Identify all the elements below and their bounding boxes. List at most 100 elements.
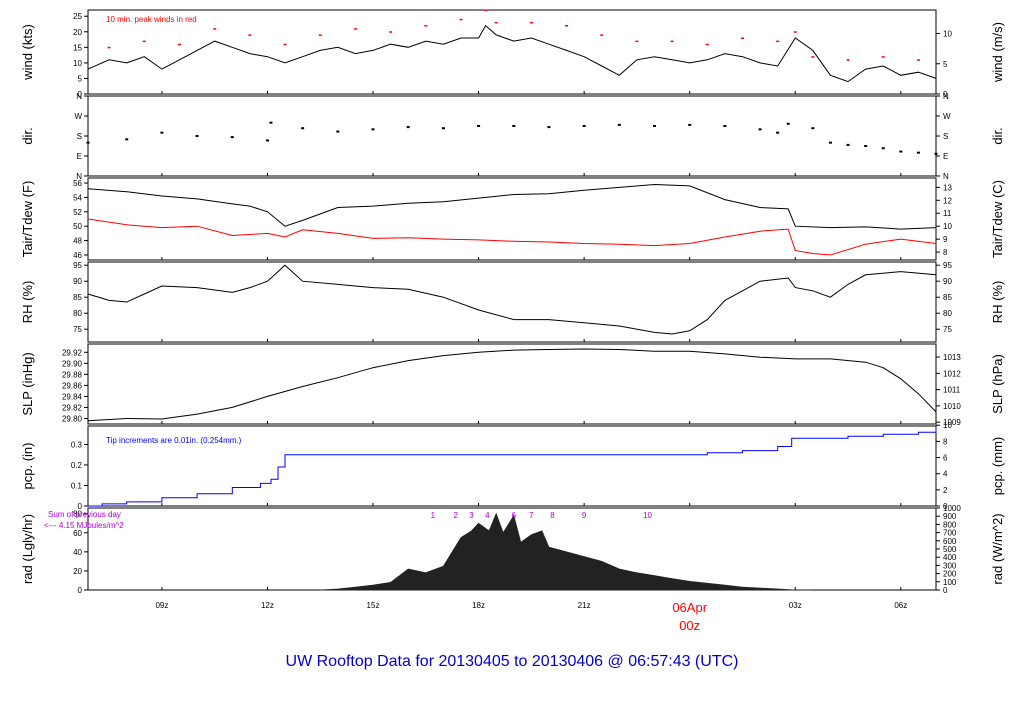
dir-point: [688, 123, 692, 126]
dir-point: [899, 150, 903, 153]
right-tick-label: E: [943, 152, 948, 161]
dir-point: [582, 125, 586, 127]
ylabel-right: SLP (hPa): [990, 354, 1005, 414]
panel-pcp: 0 0.1 0.2 0.3 0 2 4 6 8 10 pcp. (in) pcp. (mm) Tip i…: [20, 421, 1005, 511]
ylabel-right: pcp. (mm): [990, 437, 1005, 496]
left-tick-label: 15: [73, 43, 82, 52]
peak-wind-point: [670, 40, 674, 43]
peak-wind-point: [484, 9, 488, 11]
left-tick-label: 80: [73, 309, 82, 318]
dir-point: [653, 125, 657, 127]
dir-point: [617, 123, 621, 126]
right-tick-label: 700: [943, 529, 957, 538]
left-tick-label: 85: [73, 293, 82, 302]
right-tick-label: 5: [943, 60, 948, 69]
dir-point: [828, 141, 832, 144]
right-tick-label: 9: [943, 235, 948, 244]
right-tick-label: 90: [943, 277, 952, 286]
rad-annotation-line2: <--- 4.15 MJoules/m^2: [44, 521, 124, 530]
left-tick-label: N: [76, 92, 82, 101]
right-tick-label: 100: [943, 578, 957, 587]
dir-point: [758, 128, 762, 131]
hour-mark: 2: [453, 511, 458, 520]
day-label-date: 06Apr: [672, 600, 707, 615]
right-tick-label: 300: [943, 561, 957, 570]
ylabel-left: Tair/Tdew (F): [20, 181, 35, 258]
time-axis: 09z 12z 15z 18z 21z 03z 06z 06Apr 00z: [155, 600, 907, 633]
ylabel-right: dir.: [990, 127, 1005, 144]
left-tick-label: 52: [73, 208, 82, 217]
series-rh-0: [87, 264, 937, 335]
peak-wind-point: [793, 31, 797, 33]
dir-point: [86, 141, 90, 144]
right-tick-label: 1011: [943, 386, 961, 395]
left-tick-label: 29.82: [62, 403, 83, 412]
peak-wind-point: [846, 59, 850, 61]
peak-wind-point: [424, 25, 428, 27]
panel-slp: 29.8029.8229.8429.8629.8829.9029.9210091…: [20, 343, 1005, 427]
dir-point: [512, 125, 516, 127]
right-tick-label: 1009: [943, 418, 961, 427]
left-tick-label: 29.88: [62, 370, 83, 379]
panel-rh: 75 80 85 90 95 75 80 85 90 95 RH (%) RH (%): [20, 261, 1005, 343]
hour-mark: 3: [469, 511, 474, 520]
x-tick-label: 09z: [155, 601, 168, 610]
ylabel-right: wind (m/s): [990, 22, 1005, 83]
left-tick-label: 0: [78, 90, 83, 99]
peak-wind-point: [565, 25, 569, 27]
right-tick-label: N: [943, 172, 949, 181]
left-tick-label: 0: [78, 586, 83, 595]
right-tick-label: 0: [943, 586, 948, 595]
right-tick-label: 11: [943, 209, 952, 218]
dir-point: [125, 138, 129, 141]
right-tick-label: 80: [943, 309, 952, 318]
left-tick-label: 20: [73, 567, 82, 576]
peak-wind-point: [811, 56, 815, 58]
dir-point: [406, 126, 410, 129]
radiation-area: [320, 512, 813, 591]
right-tick-label: 8: [943, 437, 948, 446]
dir-point: [195, 135, 199, 137]
peak-wind-point: [494, 21, 498, 24]
right-tick-label: 400: [943, 553, 957, 562]
left-tick-label: 40: [73, 548, 82, 557]
left-tick-label: 75: [73, 325, 82, 334]
right-tick-label: 85: [943, 293, 952, 302]
left-tick-label: 0.1: [71, 481, 83, 490]
peak-wind-point: [776, 40, 780, 43]
left-tick-label: 46: [73, 251, 82, 260]
right-tick-label: 1013: [943, 353, 961, 362]
right-tick-label: 12: [943, 196, 952, 205]
right-tick-label: 0: [943, 502, 948, 511]
right-tick-label: 0: [943, 90, 948, 99]
left-tick-label: 56: [73, 179, 82, 188]
hour-mark: 9: [582, 511, 587, 520]
dir-point: [477, 125, 481, 127]
peak-wind-point: [635, 40, 639, 43]
left-tick-label: 90: [73, 277, 82, 286]
ylabel-left: wind (kts): [20, 24, 35, 81]
left-tick-label: W: [74, 112, 82, 121]
panel-temp: 46 48 50 52 54 56 8 9 10 11 12 13 Tair/Tdew (F) Tair/…: [20, 177, 1005, 261]
left-tick-label: 20: [73, 28, 82, 37]
left-tick-label: S: [77, 132, 82, 141]
left-tick-label: 10: [73, 59, 82, 68]
peak-wind-point: [600, 34, 604, 36]
ylabel-left: rad (Lgly/hr): [20, 514, 35, 584]
peak-wind-point: [529, 21, 533, 24]
left-tick-label: 0.3: [71, 440, 83, 449]
left-tick-label: 48: [73, 237, 82, 246]
panel-frame: [87, 95, 937, 177]
peak-wind-point: [353, 28, 357, 30]
right-tick-label: 13: [943, 183, 952, 192]
dir-point: [160, 131, 164, 134]
peak-wind-point: [318, 34, 322, 36]
peak-wind-point: [916, 59, 920, 61]
right-tick-label: 4: [943, 470, 948, 479]
left-tick-label: 29.84: [62, 392, 83, 401]
rad-annotation-line1: Sum of previous day: [48, 510, 121, 519]
x-tick-label: 21z: [578, 601, 591, 610]
peak-wind-point: [740, 37, 744, 39]
